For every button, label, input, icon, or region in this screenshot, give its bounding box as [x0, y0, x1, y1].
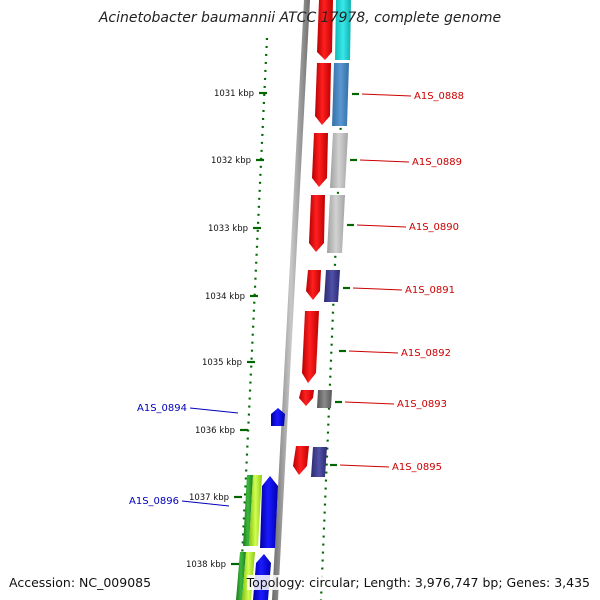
gene-label-layer: A1S_0888 A1S_0889 A1S_0890 A1S_0891 A1S_0892…	[129, 91, 464, 507]
gene-label[interactable]: A1S_0892	[401, 348, 451, 359]
forward-cds-arrow	[293, 446, 309, 475]
gene-label[interactable]: A1S_0888	[414, 91, 464, 102]
cog-segment-cyan	[335, 0, 351, 60]
scale-tick-label: 1037 kbp	[189, 493, 229, 503]
cog-segment-lightgray	[327, 195, 345, 253]
genome-summary-text: Topology: circular; Length: 3,976,747 bp…	[246, 575, 590, 590]
forward-cds-arrow	[309, 195, 325, 252]
forward-cds-arrow	[306, 270, 321, 300]
gene-leader-line	[339, 464, 390, 468]
gene-leader-line	[352, 287, 403, 291]
scale-tick-label: 1034 kbp	[205, 292, 245, 302]
map-title: Acinetobacter baumannii ATCC 17978, comp…	[98, 10, 502, 26]
gene-leader-line	[356, 224, 407, 228]
cog-segment-steelblue	[332, 63, 349, 126]
forward-cds-arrow	[299, 390, 314, 406]
cog-segment-green	[243, 475, 253, 546]
scale-tick-label: 1031 kbp	[214, 89, 254, 99]
gene-label[interactable]: A1S_0889	[412, 157, 462, 168]
gene-label[interactable]: A1S_0895	[392, 462, 442, 473]
gene-leader-line	[344, 401, 395, 405]
scale-tick-label: 1033 kbp	[208, 224, 248, 234]
gene-leader-line	[348, 350, 399, 354]
cog-segment-lime	[249, 475, 262, 546]
cog-segment-navy	[324, 270, 340, 302]
cog-segment-green	[236, 552, 246, 600]
cog-segment-navy	[311, 447, 327, 477]
gene-label[interactable]: A1S_0890	[409, 222, 459, 233]
gene-label[interactable]: A1S_0893	[397, 399, 447, 410]
cog-segment-darkgray	[317, 390, 332, 408]
scale-tick-label: 1038 kbp	[186, 560, 226, 570]
accession-text: Accession: NC_009085	[9, 575, 152, 590]
forward-cds-arrow	[317, 0, 333, 60]
gene-label[interactable]: A1S_0894	[137, 403, 187, 414]
forward-cds-arrow	[315, 63, 331, 125]
gene-leader-line	[361, 93, 412, 97]
gene-label[interactable]: A1S_0896	[129, 496, 179, 507]
gene-label[interactable]: A1S_0891	[405, 285, 455, 296]
genome-backbone	[272, 0, 310, 600]
cog-segment-lightgray	[330, 133, 348, 188]
reverse-cds-arrow	[271, 408, 285, 426]
reverse-cds-arrow	[260, 476, 278, 548]
cog-track	[311, 0, 351, 477]
gene-leader-line	[189, 407, 239, 414]
gene-leader-line	[359, 159, 410, 163]
forward-cds-arrow	[302, 311, 319, 383]
scale-tick-label: 1036 kbp	[195, 426, 235, 436]
scale-dotted-ring	[238, 37, 269, 600]
cog-track-left	[236, 475, 262, 600]
scale-tick-label: 1032 kbp	[211, 156, 251, 166]
gene-leader-line	[181, 500, 230, 507]
scale-layer: 1031 kbp 1032 kbp 1033 kbp 1034 kbp 1035 kbp…	[186, 89, 267, 570]
forward-cds-arrow	[312, 133, 328, 187]
forward-cds-track	[293, 0, 333, 475]
scale-tick-label: 1035 kbp	[202, 358, 242, 368]
